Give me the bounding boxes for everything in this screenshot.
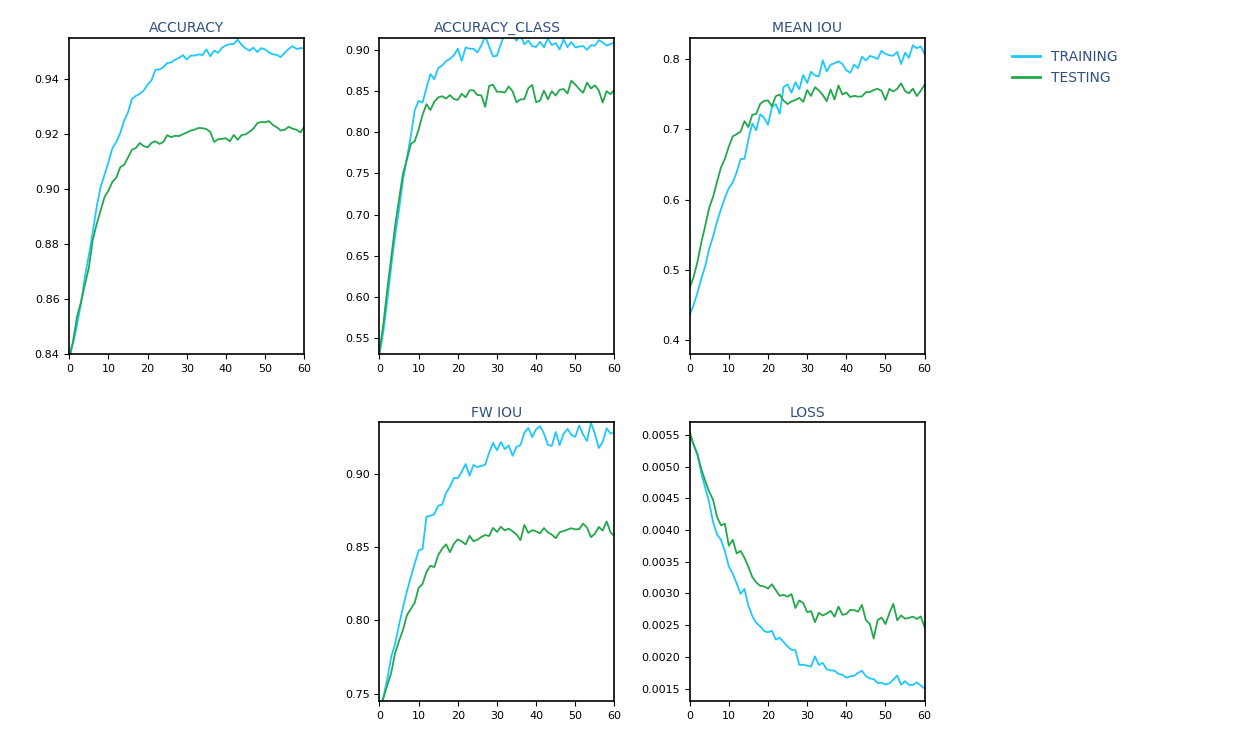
Title: ACCURACY_CLASS: ACCURACY_CLASS bbox=[433, 21, 561, 35]
Title: ACCURACY: ACCURACY bbox=[149, 21, 224, 35]
Title: MEAN IOU: MEAN IOU bbox=[772, 21, 842, 35]
Title: FW IOU: FW IOU bbox=[471, 406, 523, 420]
Title: LOSS: LOSS bbox=[789, 406, 825, 420]
Legend: TRAINING, TESTING: TRAINING, TESTING bbox=[1007, 44, 1124, 90]
